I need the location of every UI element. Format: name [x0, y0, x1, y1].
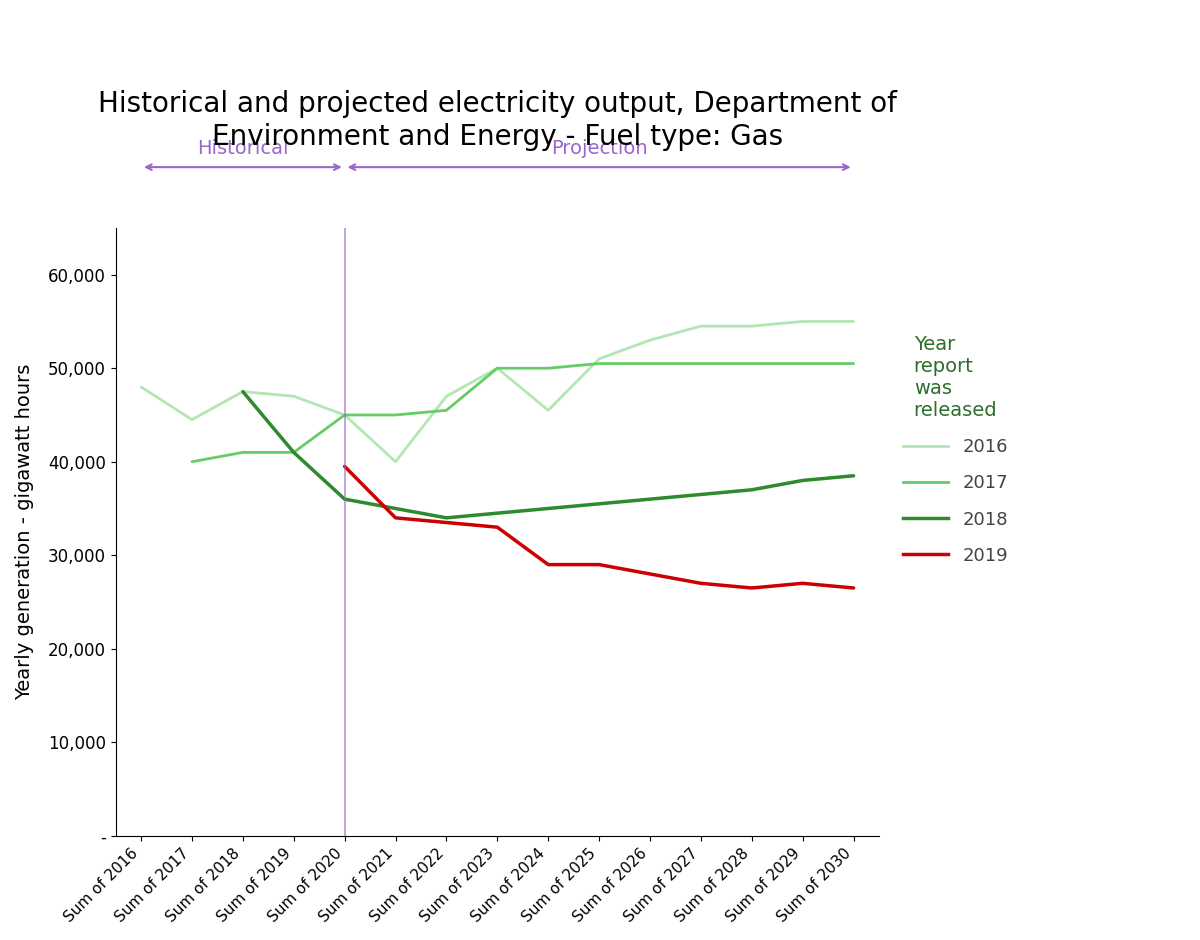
- Title: Historical and projected electricity output, Department of
Environment and Energ: Historical and projected electricity out…: [98, 90, 896, 150]
- Y-axis label: Yearly generation - gigawatt hours: Yearly generation - gigawatt hours: [16, 364, 34, 700]
- Text: Historical: Historical: [197, 139, 288, 158]
- Legend: 2016, 2017, 2018, 2019: 2016, 2017, 2018, 2019: [895, 328, 1015, 572]
- Text: Projection: Projection: [551, 139, 648, 158]
